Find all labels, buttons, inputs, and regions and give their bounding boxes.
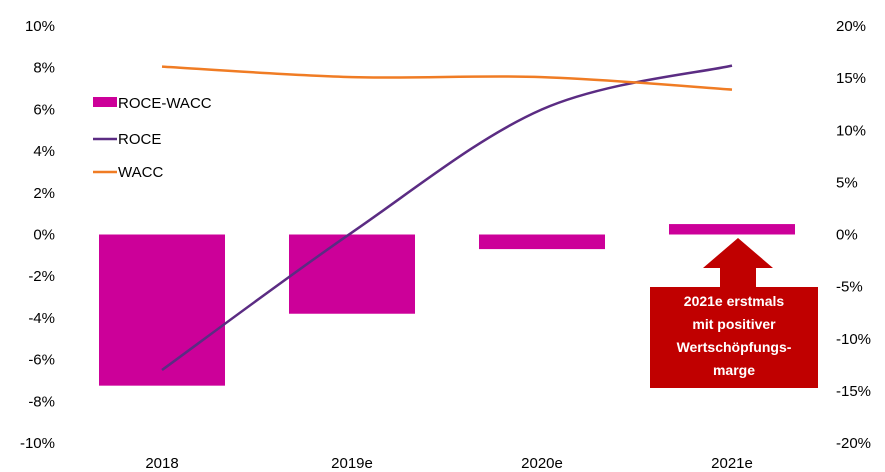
callout-line-2: mit positiver	[692, 316, 776, 332]
right-tick-label: 20%	[836, 18, 866, 35]
left-axis: -10% -8% -6% -4% -2% 0% 2% 4% 6% 8% 10%	[20, 18, 55, 452]
left-tick-label: -4%	[28, 310, 55, 327]
legend-item-wacc: WACC	[93, 164, 163, 181]
legend-item-roce-wacc: ROCE-WACC	[93, 95, 212, 112]
right-axis: -20% -15% -10% -5% 0% 5% 10% 15% 20%	[836, 18, 871, 452]
legend-label-roce-wacc: ROCE-WACC	[118, 95, 212, 112]
x-axis: 2018 2019e 2020e 2021e	[145, 455, 753, 472]
callout-line-4: marge	[713, 362, 755, 378]
legend-label-wacc: WACC	[118, 164, 163, 181]
bar-2018	[99, 234, 225, 386]
callout-line-1: 2021e erstmals	[684, 293, 785, 309]
bar-series-roce-wacc	[99, 224, 795, 386]
legend-label-roce: ROCE	[118, 131, 161, 148]
line-series	[161, 64, 733, 372]
left-tick-label: 6%	[33, 101, 55, 118]
callout-line-3: Wertschöpfungs-	[677, 339, 792, 355]
right-tick-label: -5%	[836, 279, 863, 296]
left-tick-label: 4%	[33, 143, 55, 160]
callout-annotation: 2021e erstmals mit positiver Wertschöpfu…	[650, 238, 818, 388]
x-tick-label: 2020e	[521, 455, 563, 472]
bar-2019e	[289, 234, 415, 314]
left-tick-label: 2%	[33, 185, 55, 202]
left-tick-label: -8%	[28, 393, 55, 410]
x-tick-label: 2019e	[331, 455, 373, 472]
line-roce	[161, 64, 733, 372]
right-tick-label: 15%	[836, 70, 866, 87]
left-tick-label: -10%	[20, 435, 55, 452]
left-tick-label: 0%	[33, 227, 55, 244]
right-tick-label: 10%	[836, 122, 866, 139]
left-tick-label: 10%	[25, 18, 55, 35]
right-tick-label: 5%	[836, 174, 858, 191]
right-tick-label: -15%	[836, 383, 871, 400]
right-tick-label: -10%	[836, 331, 871, 348]
right-tick-label: -20%	[836, 435, 871, 452]
x-tick-label: 2018	[145, 455, 178, 472]
left-tick-label: -6%	[28, 352, 55, 369]
x-tick-label: 2021e	[711, 455, 753, 472]
legend: ROCE-WACC ROCE WACC	[93, 95, 212, 181]
bar-2020e	[479, 234, 605, 250]
line-wacc	[161, 65, 733, 91]
right-tick-label: 0%	[836, 227, 858, 244]
left-tick-label: 8%	[33, 60, 55, 77]
left-tick-label: -2%	[28, 268, 55, 285]
bar-2021e	[669, 224, 795, 235]
legend-item-roce: ROCE	[93, 131, 161, 148]
legend-swatch-roce-wacc	[93, 97, 117, 107]
callout-arrow-shape	[650, 238, 818, 388]
